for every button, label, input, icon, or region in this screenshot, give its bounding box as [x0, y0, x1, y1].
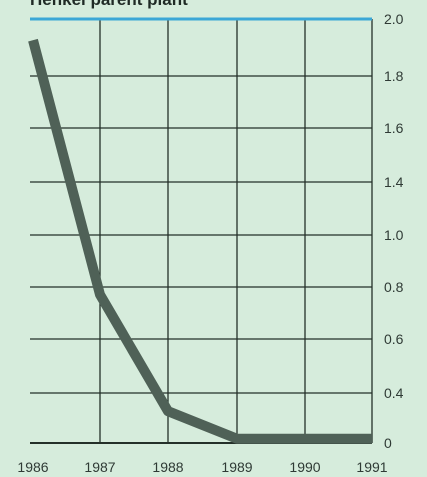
x-tick-label-1988: 1988 [152, 459, 183, 475]
x-tick-label-1987: 1987 [84, 459, 115, 475]
y-tick-label-0: 0 [384, 435, 392, 451]
chart-title: Henkel parent plant [30, 0, 188, 9]
x-axis-ticks: 1986 1987 1988 1989 1990 1991 [17, 459, 387, 475]
x-tick-label-1986: 1986 [17, 459, 48, 475]
y-tick-label-1.0: 1.0 [384, 227, 404, 243]
y-tick-label-0.8: 0.8 [384, 279, 404, 295]
y-tick-label-0.4: 0.4 [384, 385, 404, 401]
y-tick-label-1.6: 1.6 [384, 120, 404, 136]
y-tick-label-0.6: 0.6 [384, 331, 404, 347]
y-axis-ticks: 2.0 1.8 1.6 1.4 1.0 0.8 0.6 0.4 0 [384, 11, 404, 451]
y-tick-label-1.4: 1.4 [384, 174, 404, 190]
series-line-layer [28, 38, 373, 444]
y-tick-label-2.0: 2.0 [384, 11, 404, 27]
x-tick-label-1991: 1991 [356, 459, 387, 475]
chart-title-area: Henkel parent plant [30, 0, 188, 9]
x-tick-label-1990: 1990 [289, 459, 320, 475]
y-tick-label-1.8: 1.8 [384, 68, 404, 84]
chart-grid [30, 19, 373, 444]
series-line-1 [28, 38, 372, 444]
x-tick-label-1989: 1989 [221, 459, 252, 475]
